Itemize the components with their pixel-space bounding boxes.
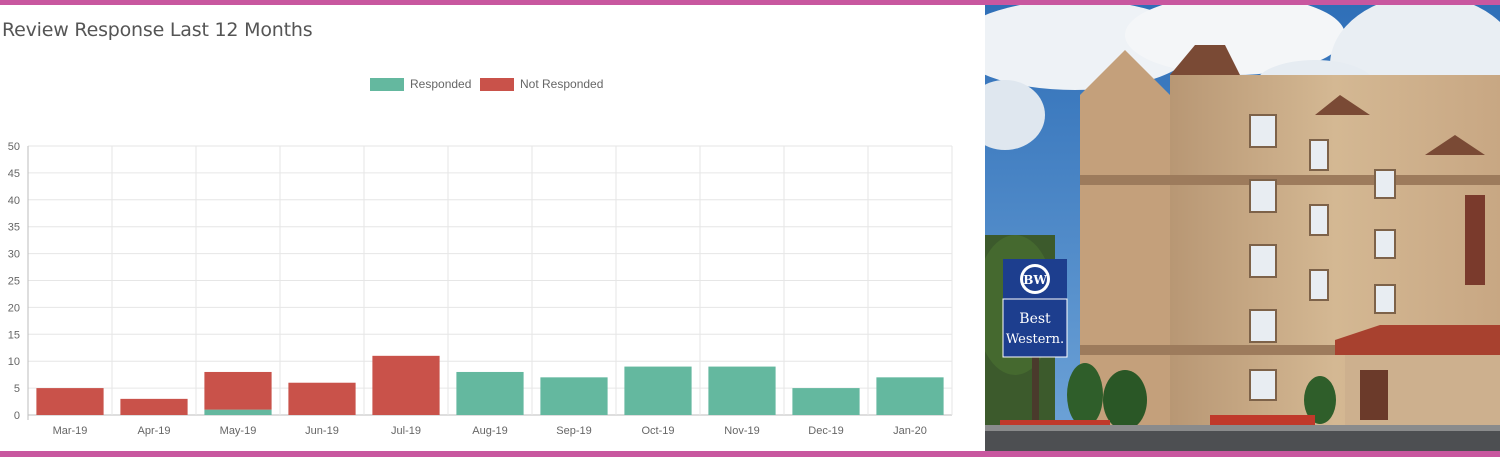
bar-responded [708, 366, 776, 415]
bar-responded [204, 409, 272, 415]
x-tick-label: Sep-19 [556, 425, 591, 437]
chart-title: Review Response Last 12 Months [2, 19, 313, 41]
bar-not-responded [120, 398, 188, 415]
bar-not-responded [372, 355, 440, 415]
y-tick-label: 0 [14, 410, 20, 422]
y-tick-label: 50 [8, 141, 20, 153]
x-tick-label: Apr-19 [137, 425, 170, 437]
sign-pole [1032, 345, 1039, 425]
top-border [0, 0, 1500, 5]
bar-responded [792, 388, 860, 415]
bar-responded [540, 377, 608, 415]
y-tick-label: 40 [8, 195, 20, 207]
bar-responded [624, 366, 692, 415]
road [985, 425, 1500, 451]
legend-swatch-responded [370, 78, 404, 91]
x-tick-label: Oct-19 [641, 425, 674, 437]
x-tick-label: Nov-19 [724, 425, 759, 437]
legend-swatch-not-responded [480, 78, 514, 91]
sign-logo: BW [1023, 273, 1047, 287]
y-tick-label: 30 [8, 249, 20, 261]
best-western-sign: BW Best Western. [1002, 259, 1068, 358]
x-tick-label: Dec-19 [808, 425, 843, 437]
x-tick-label: May-19 [220, 425, 257, 437]
sign-text-line2: Western. [1006, 332, 1064, 347]
y-tick-label: 5 [14, 383, 20, 395]
y-tick-label: 20 [8, 302, 20, 314]
building [1080, 45, 1500, 425]
y-tick-label: 35 [8, 222, 20, 234]
legend-label-not-responded: Not Responded [520, 77, 604, 91]
hotel-photo: BW Best Western. [985, 5, 1500, 451]
x-tick-label: Jun-19 [305, 425, 339, 437]
chart-panel: Review Response Last 12 Months Responded… [0, 5, 983, 451]
y-tick-label: 10 [8, 356, 20, 368]
bar-responded [456, 371, 524, 415]
bar-not-responded [204, 371, 272, 410]
y-tick-label: 25 [8, 276, 20, 288]
bottom-border [0, 451, 1500, 457]
hotel-photo-illustration: BW Best Western. [985, 5, 1500, 451]
x-tick-label: Jan-20 [893, 425, 927, 437]
sign-text-line1: Best [1019, 311, 1051, 327]
bar-not-responded [36, 388, 104, 415]
x-tick-label: Mar-19 [53, 425, 88, 437]
y-tick-label: 15 [8, 329, 20, 341]
bar-chart: 0 5 10 15 20 25 30 35 40 45 50 Mar-19 Apr-19 May-19 Ju… [8, 141, 953, 437]
x-tick-label: Jul-19 [391, 425, 421, 437]
y-tick-label: 45 [8, 168, 20, 180]
x-tick-label: Aug-19 [472, 425, 507, 437]
bar-not-responded [288, 382, 356, 415]
bar-responded [876, 377, 944, 415]
legend-label-responded: Responded [410, 77, 472, 91]
